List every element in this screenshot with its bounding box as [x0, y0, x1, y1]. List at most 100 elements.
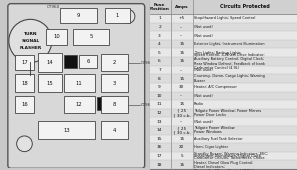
Bar [149, 23, 297, 31]
Text: --: -- [180, 25, 183, 29]
Text: { 25
{ 30 c.b.: { 25 { 30 c.b. [173, 109, 191, 117]
Text: Tailgate Power Window
Power Windows: Tailgate Power Window Power Windows [194, 126, 234, 134]
Text: 17: 17 [157, 154, 162, 158]
Text: 12: 12 [157, 111, 162, 115]
Text: 15: 15 [47, 81, 53, 86]
Text: 2: 2 [113, 60, 116, 65]
Text: (Not used): (Not used) [194, 25, 213, 29]
Bar [73, 29, 108, 45]
Text: 5: 5 [180, 154, 183, 158]
Text: 12: 12 [76, 102, 83, 107]
Text: Stop/Hazard Lights; Speed Control: Stop/Hazard Lights; Speed Control [194, 16, 255, 20]
Bar [149, 66, 297, 74]
Text: Auxiliary Fuel Tank Selector: Auxiliary Fuel Tank Selector [194, 137, 243, 141]
Bar [15, 74, 34, 92]
Bar [149, 83, 297, 91]
Text: 11: 11 [157, 102, 162, 106]
Text: Turn Lights; Backup Lights: Turn Lights; Backup Lights [194, 51, 241, 55]
Bar [149, 135, 297, 143]
Bar [101, 96, 128, 113]
Text: 10: 10 [157, 94, 162, 98]
Bar [15, 55, 34, 70]
Text: 20: 20 [179, 146, 184, 149]
Text: 9: 9 [77, 13, 80, 18]
Text: Exterior Lights; Instrument Illumination: Exterior Lights; Instrument Illumination [194, 42, 264, 46]
Bar [97, 97, 110, 110]
Text: 15: 15 [179, 137, 184, 141]
Text: --: -- [180, 94, 183, 98]
Bar [149, 31, 297, 40]
Text: +5: +5 [179, 16, 185, 20]
Text: 30: 30 [179, 85, 184, 89]
Bar [149, 117, 297, 126]
Text: (Not used): (Not used) [194, 33, 213, 38]
Circle shape [17, 136, 32, 152]
Bar [15, 96, 34, 113]
Text: 18: 18 [21, 81, 28, 86]
Bar [38, 121, 95, 139]
Bar [79, 55, 97, 68]
Bar [149, 91, 297, 100]
Text: 15: 15 [179, 59, 184, 63]
Text: 15: 15 [179, 163, 184, 167]
Text: 15: 15 [179, 51, 184, 55]
Text: CT962: CT962 [141, 103, 153, 107]
Text: 5: 5 [158, 51, 161, 55]
Text: --: -- [180, 33, 183, 38]
Text: 8: 8 [158, 76, 161, 81]
Circle shape [121, 10, 135, 23]
Text: Tailgate Power Window; Power Mirrors
Power Door Locks: Tailgate Power Window; Power Mirrors Pow… [194, 109, 261, 117]
Text: 14: 14 [157, 128, 162, 132]
Bar [149, 74, 297, 83]
Bar [149, 0, 297, 14]
Text: 13: 13 [157, 120, 162, 124]
Text: Horn; Cigar Lighter: Horn; Cigar Lighter [194, 146, 228, 149]
Text: FLASHER: FLASHER [19, 46, 42, 50]
Text: 3: 3 [113, 81, 116, 86]
Bar [149, 143, 297, 152]
Bar [101, 74, 128, 92]
Text: CT960: CT960 [47, 5, 60, 9]
Text: 15: 15 [157, 137, 162, 141]
Bar [38, 74, 61, 92]
Text: 18: 18 [157, 163, 162, 167]
Text: 15: 15 [179, 76, 184, 81]
Text: { 25
{ 30 c.b.: { 25 { 30 c.b. [173, 126, 191, 134]
Text: 14: 14 [47, 60, 53, 65]
Text: 13: 13 [63, 128, 70, 133]
Text: --: -- [180, 120, 183, 124]
Text: 4: 4 [158, 42, 161, 46]
Text: (Not used): (Not used) [194, 68, 213, 72]
Bar [101, 121, 128, 139]
Text: 3: 3 [158, 33, 161, 38]
Bar [149, 160, 297, 169]
Text: CT961: CT961 [141, 61, 153, 65]
Text: Fuse
Position: Fuse Position [150, 3, 170, 11]
Text: 9: 9 [158, 85, 161, 89]
Text: 5: 5 [89, 35, 93, 39]
Bar [149, 57, 297, 66]
Text: (Not used): (Not used) [194, 94, 213, 98]
Bar [46, 29, 67, 45]
Bar [64, 96, 95, 113]
Text: 8: 8 [113, 102, 116, 107]
Text: --: -- [180, 68, 183, 72]
Bar [64, 55, 77, 68]
Text: 15: 15 [179, 42, 184, 46]
Text: Circuits Protected: Circuits Protected [220, 4, 270, 10]
Text: 1: 1 [116, 13, 119, 18]
Text: 17: 17 [21, 60, 28, 65]
Text: Speed Control; 4-Wheel Drive Indicator;
Auxiliary Battery Control; Digital Clock: Speed Control; 4-Wheel Drive Indicator; … [194, 53, 265, 70]
Bar [64, 74, 95, 92]
Text: SIGNAL: SIGNAL [21, 39, 40, 43]
FancyBboxPatch shape [8, 4, 145, 168]
Text: 4: 4 [113, 128, 116, 133]
Text: Amps: Amps [175, 5, 189, 9]
Text: 16: 16 [157, 146, 162, 149]
Text: (Not used): (Not used) [194, 120, 213, 124]
Text: 16: 16 [21, 102, 28, 107]
Bar [38, 53, 61, 72]
Bar [101, 54, 128, 71]
Bar [149, 109, 297, 117]
Bar [149, 48, 297, 57]
